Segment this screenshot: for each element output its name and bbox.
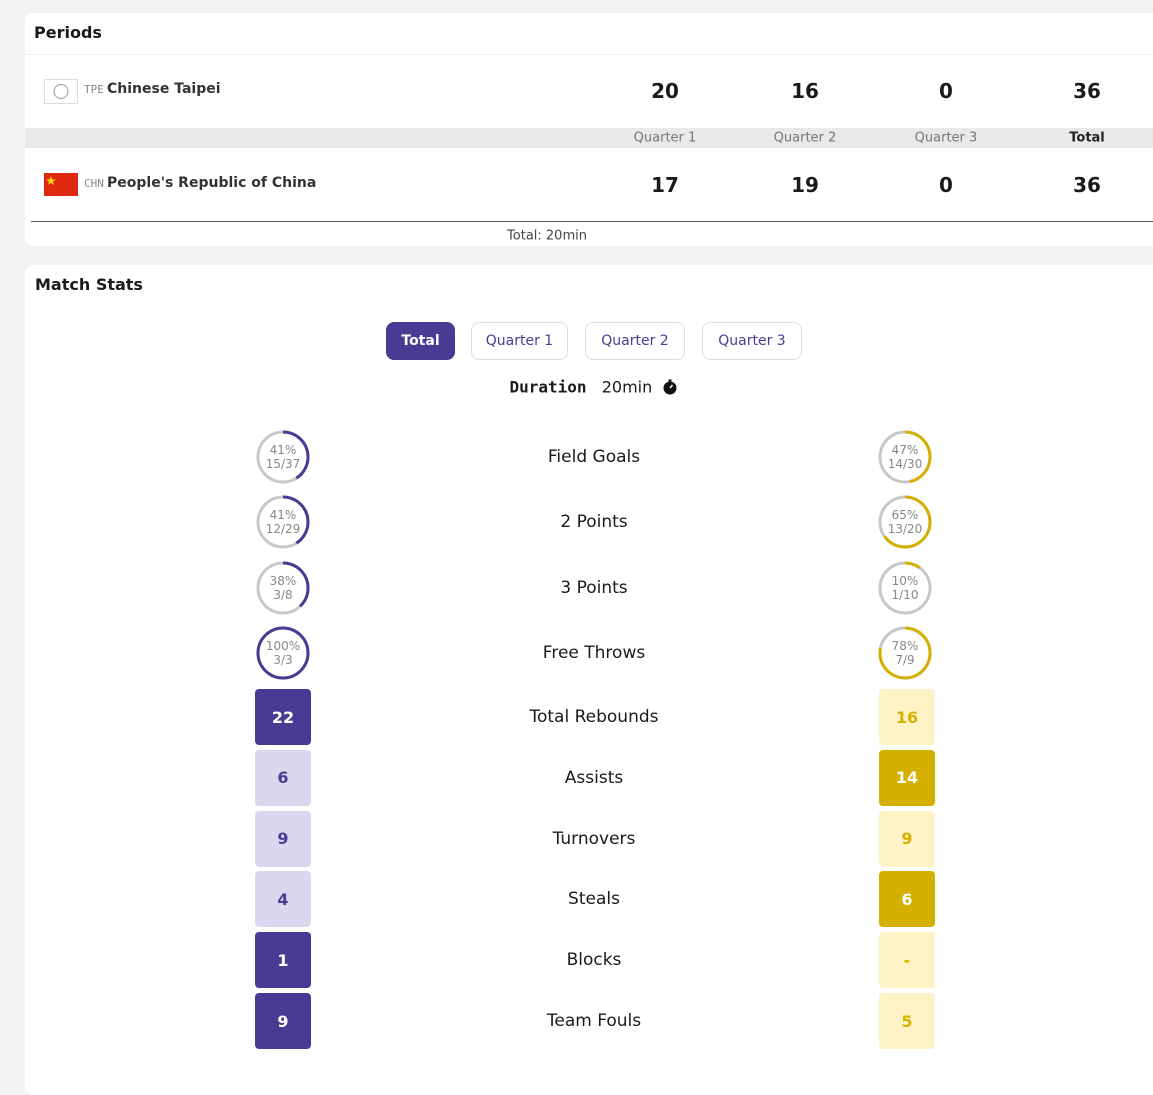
ring-made: 3/8 xyxy=(273,587,293,602)
stat-label: Total Rebounds xyxy=(529,707,659,727)
ring xyxy=(256,561,310,615)
tpe-flag xyxy=(44,79,78,104)
ring-pct: 78% xyxy=(891,638,919,653)
stat-box: 6 xyxy=(879,871,935,928)
ring-made: 14/30 xyxy=(887,457,923,471)
ring-pct: 10% xyxy=(891,573,919,588)
flag-emblem xyxy=(53,84,69,99)
ring xyxy=(878,626,932,680)
stat-box: 4 xyxy=(255,871,311,928)
ring-pct: 38% xyxy=(269,573,297,588)
flag-star xyxy=(46,176,56,185)
ring-made: 12/29 xyxy=(265,522,301,537)
ring-pct: 41% xyxy=(269,443,297,457)
team-name: People's Republic of China xyxy=(107,175,317,191)
ring-pct: 65% xyxy=(891,508,919,523)
ring-pct: 100% xyxy=(265,638,301,653)
stat-box: 9 xyxy=(879,810,935,867)
flag-frame xyxy=(44,79,78,104)
ring xyxy=(878,495,932,549)
stopwatch-icon xyxy=(663,379,677,395)
score: 36 xyxy=(1073,173,1101,197)
ring xyxy=(878,561,932,615)
ring xyxy=(256,495,310,549)
ring-arc xyxy=(878,495,932,549)
column-label: Quarter 2 xyxy=(773,130,837,146)
ring-made: 13/20 xyxy=(887,522,923,537)
tab[interactable]: Quarter 1 xyxy=(471,322,568,360)
tab[interactable]: Quarter 2 xyxy=(585,322,685,360)
ring-arc xyxy=(878,626,932,680)
column-band xyxy=(25,128,1153,148)
tab[interactable]: Total xyxy=(386,322,455,360)
stat-box: 9 xyxy=(255,810,311,867)
duration-label: Duration xyxy=(509,377,587,397)
score: 0 xyxy=(939,173,953,197)
stat-label: Assists xyxy=(564,767,624,788)
section-title: Match Stats xyxy=(35,275,143,294)
stat-box: 14 xyxy=(879,749,935,806)
ring-made: 7/9 xyxy=(895,652,915,667)
stat-box: 1 xyxy=(255,932,311,989)
ring xyxy=(256,626,310,680)
stat-label: Field Goals xyxy=(547,447,641,467)
ring xyxy=(878,430,932,484)
ring-arc xyxy=(256,495,310,549)
stat-label: Blocks xyxy=(566,950,622,971)
stats-card xyxy=(25,265,1153,1095)
ring-made: 3/3 xyxy=(273,652,293,667)
score: 20 xyxy=(651,79,679,103)
icon-hand xyxy=(669,384,674,389)
ring-arc xyxy=(256,626,310,680)
duration-value: 20min xyxy=(601,377,653,397)
flag-field xyxy=(44,173,78,196)
section-title: Periods xyxy=(34,23,102,42)
ring-made: 1/10 xyxy=(891,587,919,602)
score: 36 xyxy=(1073,79,1101,103)
stat-label: Team Fouls xyxy=(546,1011,642,1031)
team-name: Chinese Taipei xyxy=(107,81,221,97)
tab[interactable]: Quarter 3 xyxy=(702,322,802,360)
icon-crown xyxy=(668,379,672,382)
footer: Total: 20min xyxy=(507,228,587,244)
stat-box: 6 xyxy=(255,749,311,806)
divider xyxy=(31,221,1153,222)
column-label: Quarter 3 xyxy=(914,130,978,146)
column-label: Quarter 1 xyxy=(633,130,697,146)
stat-label: Steals xyxy=(568,889,620,910)
stat-label: Free Throws xyxy=(542,642,646,663)
stat-box: 16 xyxy=(879,689,935,745)
team-code: CHN xyxy=(84,177,104,190)
stat-label: 3 Points xyxy=(560,577,628,598)
ring-made: 15/37 xyxy=(265,457,301,471)
score: 17 xyxy=(651,173,679,197)
ring-arc xyxy=(256,561,310,615)
team-code: TPE xyxy=(84,83,104,96)
ring-arc xyxy=(878,430,932,484)
stat-box: 22 xyxy=(255,689,311,745)
column-label: Total xyxy=(1069,130,1105,146)
divider xyxy=(25,54,1153,55)
ring-arc xyxy=(878,561,932,615)
score: 19 xyxy=(791,173,819,197)
stat-box: - xyxy=(879,932,935,989)
ring-pct: 41% xyxy=(269,508,297,523)
stat-label: 2 Points xyxy=(560,512,628,533)
score: 16 xyxy=(791,79,819,103)
chn-flag xyxy=(44,173,78,196)
stat-box: 5 xyxy=(879,993,935,1049)
stat-box: 9 xyxy=(255,993,311,1049)
score: 0 xyxy=(939,79,953,103)
ring-pct: 47% xyxy=(891,443,919,457)
stat-label: Turnovers xyxy=(552,828,636,849)
ring xyxy=(256,430,310,484)
ring-arc xyxy=(256,430,310,484)
